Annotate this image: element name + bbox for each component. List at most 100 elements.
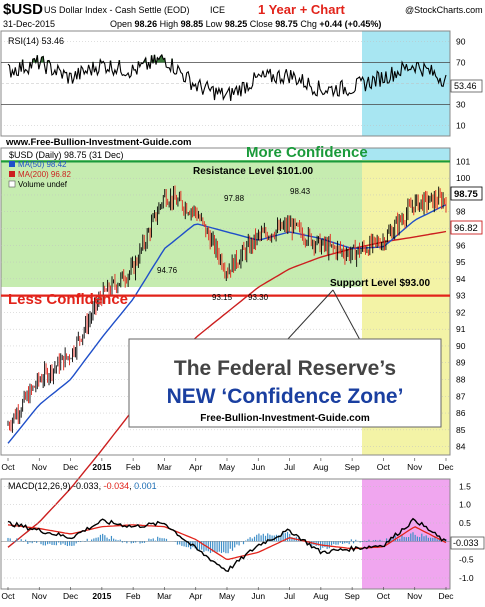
less-confidence-label: Less Confidence [8, 291, 128, 308]
x-tick-label-bottom: Oct [1, 591, 15, 601]
x-tick-label-bottom: Sep [345, 591, 360, 601]
macd-line [7, 517, 447, 573]
x-tick-label-top: Apr [189, 462, 202, 472]
annotation-93-15: 93.15 [212, 293, 233, 302]
callout-line-2: NEW ‘Confidence Zone’ [167, 385, 404, 408]
price-tick-label: 100 [456, 173, 470, 183]
x-axis-top: Oct Nov Dec 2015 Feb Mar Apr May Jun Jul Aug Sep Oct… [1, 458, 454, 472]
macd-panel: MACD(12,26,9) -0.033, -0.034, 0.001 1.5 1… [0, 478, 485, 590]
resistance-label: Resistance Level $101.00 [193, 166, 314, 177]
ma200-value-text: 96.82 [454, 223, 478, 234]
x-tick-label-bottom: Mar [157, 591, 172, 601]
support-label: Support Level $93.00 [330, 278, 430, 289]
x-tick-label-top: Dec [63, 462, 79, 472]
callout-pointer-right [332, 289, 361, 341]
rsi-value-text: 53.46 [454, 81, 477, 91]
ohlc-line: Open 98.26 High 98.85 Low 98.25 Close 98… [110, 19, 381, 29]
price-bars [7, 185, 447, 433]
x-tick-label-bottom: Dec [63, 591, 79, 601]
rsi-tick-label: 10 [456, 121, 466, 131]
macd-tick-label: 0.5 [459, 518, 471, 528]
annotation-94-76: 94.76 [157, 266, 178, 275]
x-tick-label-bottom: Oct [377, 591, 391, 601]
x-tick-label-bottom: May [219, 591, 236, 601]
x-tick-label-top: Dec [438, 462, 454, 472]
price-tick-label: 84 [456, 442, 466, 452]
rsi-tick-label: 30 [456, 100, 466, 110]
x-tick-label-bottom: Jul [284, 591, 295, 601]
watermark: @StockCharts.com [405, 5, 483, 15]
x-tick-label-top: Oct [1, 462, 15, 472]
price-tick-label: 90 [456, 341, 466, 351]
zone-green [1, 160, 362, 287]
macd-value-text: -0.033 [453, 538, 479, 548]
callout-box [128, 338, 442, 428]
ma200-legend: MA(200) 96.82 [18, 170, 71, 179]
price-tick-label: 85 [456, 425, 466, 435]
price-tick-label: 95 [456, 257, 466, 267]
price-y-axis: 10110099989796959493929190898887868584 [456, 156, 470, 451]
x-tick-label-top: Nov [407, 462, 423, 472]
x-tick-label-bottom: Apr [189, 591, 202, 601]
exchange: ICE [210, 5, 225, 15]
rsi-tick-label: 70 [456, 58, 466, 68]
annotation-93-30: 93.30 [248, 293, 269, 302]
volume-legend: Volume undef [18, 180, 68, 189]
price-tick-label: 91 [456, 324, 466, 334]
volume-legend-swatch [8, 180, 16, 188]
callout-pointer-left [286, 289, 334, 341]
rsi-grid [1, 41, 450, 126]
date: 31-Dec-2015 [3, 19, 55, 29]
site-label: www.Free-Bullion-Investment-Guide.com [5, 137, 191, 148]
macd-zone [362, 479, 450, 589]
price-frame [0, 147, 451, 456]
callout-site: Free-Bullion-Investment-Guide.com [200, 413, 370, 424]
x-tick-label-bottom: Nov [32, 591, 48, 601]
rsi-tick-label: 90 [456, 37, 466, 47]
price-tick-label: 86 [456, 408, 466, 418]
symbol: $USD [3, 1, 43, 18]
x-tick-label-top: Jun [251, 462, 265, 472]
macd-y-axis: 1.51.00.50.0-0.5-1.0 [459, 481, 474, 583]
x-tick-label-bottom: Aug [313, 591, 328, 601]
annotation-98-43: 98.43 [290, 187, 311, 196]
price-tick-label: 87 [456, 391, 466, 401]
ma200-value-box [450, 220, 483, 235]
price-tick-label: 96 [456, 240, 466, 250]
description: US Dollar Index - Cash Settle (EOD) [44, 5, 190, 15]
x-tick-label-top: Oct [377, 462, 391, 472]
x-tick-label-bottom: Jun [251, 591, 265, 601]
rsi-line [7, 53, 447, 102]
x-tick-label-top: Nov [32, 462, 48, 472]
x-tick-label-bottom: 2015 [92, 591, 111, 601]
price-panel: www.Free-Bullion-Investment-Guide.com $U… [0, 137, 483, 548]
x-tick-label-top: Feb [126, 462, 141, 472]
rsi-label: RSI(14) 53.46 [8, 36, 64, 46]
price-value-box [450, 186, 483, 201]
macd-tick-label: 1.0 [459, 500, 471, 510]
x-tick-label-top: Jul [284, 462, 295, 472]
price-tick-label: 92 [456, 307, 466, 317]
price-tick-label: 93 [456, 291, 466, 301]
macd-tick-label: -1.0 [459, 573, 474, 583]
rsi-value-box [450, 79, 483, 93]
x-tick-label-bottom: Nov [407, 591, 423, 601]
x-tick-label-bottom: Dec [438, 591, 454, 601]
rsi-panel: RSI(14) 53.46 9070503010 53.46 [0, 30, 483, 137]
x-tick-label-bottom: Feb [126, 591, 141, 601]
rsi-overbought-shading [18, 54, 403, 63]
x-tick-label-top: Aug [313, 462, 328, 472]
price-tick-label: 101 [456, 156, 470, 166]
macd-label: MACD(12,26,9) -0.033, -0.034, 0.001 [8, 481, 157, 491]
price-tick-label: 88 [456, 375, 466, 385]
annotation-97-88: 97.88 [224, 194, 245, 203]
price-tick-label: 98 [456, 207, 466, 217]
callout-line-1: The Federal Reserve’s [174, 357, 396, 380]
ma50-legend: MA(50) 98.42 [18, 160, 67, 169]
price-title: $USD (Daily) 98.75 (31 Dec) [9, 150, 124, 160]
macd-frame [0, 478, 451, 590]
x-tick-label-top: 2015 [92, 462, 111, 472]
ma50-legend-swatch [9, 161, 15, 167]
